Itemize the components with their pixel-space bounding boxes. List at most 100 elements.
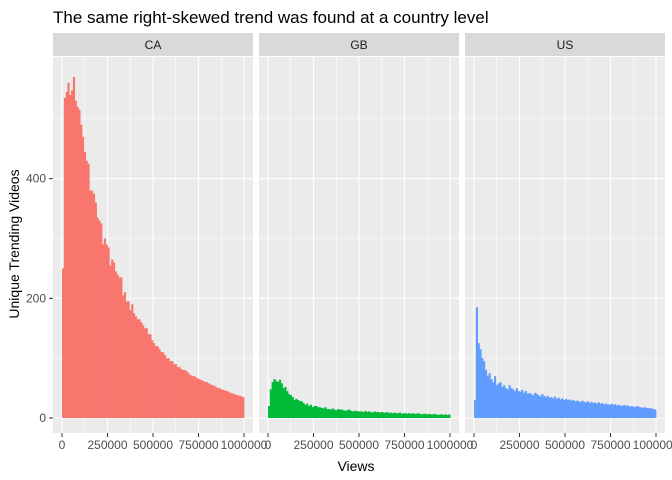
histogram-bar xyxy=(568,399,571,418)
histogram-bar xyxy=(541,394,544,418)
histogram-bar xyxy=(530,394,533,418)
x-tick-label: 0 xyxy=(471,438,478,452)
histogram-bar xyxy=(366,412,369,418)
histogram-bar xyxy=(506,389,509,418)
histogram-bar xyxy=(399,412,402,418)
histogram-bar xyxy=(592,403,595,418)
histogram-bar xyxy=(282,388,285,418)
histogram-bar xyxy=(100,223,103,418)
histogram-bar xyxy=(539,396,542,418)
histogram-bar xyxy=(626,405,630,418)
histogram-bar xyxy=(650,408,653,418)
histogram-bar xyxy=(351,411,354,418)
x-tick-label: 750000 xyxy=(384,438,424,452)
histogram-bar xyxy=(205,382,208,418)
histogram-bar xyxy=(92,193,96,418)
histogram-bar xyxy=(364,410,367,418)
histogram-bar xyxy=(440,414,444,418)
histogram-bar xyxy=(585,402,588,418)
histogram-bar xyxy=(492,382,495,418)
histogram-bar xyxy=(415,413,418,418)
histogram-bar xyxy=(326,409,329,418)
histogram-bar xyxy=(269,389,272,418)
histogram-bar xyxy=(379,412,382,418)
histogram-bar xyxy=(278,379,282,418)
histogram-bar xyxy=(234,394,238,418)
histogram-bar xyxy=(621,406,624,418)
histogram-bar xyxy=(632,406,635,418)
histogram-bar xyxy=(608,404,611,418)
facet-strip xyxy=(259,33,459,56)
histogram-bar xyxy=(428,413,431,418)
histogram-bar xyxy=(149,334,152,418)
histogram-bar xyxy=(565,398,568,418)
histogram-bar xyxy=(488,373,491,418)
histogram-bar xyxy=(300,401,303,418)
histogram-bar xyxy=(338,409,342,418)
histogram-bar xyxy=(162,352,165,418)
histogram-bar xyxy=(521,389,524,418)
histogram-bar xyxy=(311,407,314,418)
histogram-bar xyxy=(295,398,298,418)
histogram-bar xyxy=(404,413,407,418)
histogram-bar xyxy=(635,406,639,418)
x-tick-label: 250000 xyxy=(87,438,127,452)
histogram-bar xyxy=(391,413,394,418)
histogram-bar xyxy=(605,403,608,418)
histogram-bar xyxy=(377,412,380,418)
histogram-bar xyxy=(484,370,488,418)
histogram-bar xyxy=(524,391,528,418)
histogram-bar xyxy=(515,388,519,418)
x-tick-label: 750000 xyxy=(590,438,630,452)
histogram-bar xyxy=(344,410,347,418)
histogram-bar xyxy=(411,413,414,418)
histogram-bar xyxy=(94,202,97,418)
histogram-bar xyxy=(477,343,480,418)
y-tick-label: 200 xyxy=(26,291,46,305)
histogram-bar xyxy=(510,388,513,418)
facet-panel-ca: CA 0 250000 500000 750000 1000000 xyxy=(53,33,268,452)
histogram-bar xyxy=(494,376,497,418)
histogram-bar xyxy=(236,395,239,418)
histogram-bar xyxy=(313,406,316,418)
histogram-bar xyxy=(534,392,537,418)
histogram-bar xyxy=(420,414,424,418)
histogram-bar xyxy=(109,265,112,418)
histogram-bar xyxy=(194,377,198,418)
histogram-bar xyxy=(386,412,389,418)
histogram-bar xyxy=(143,328,147,418)
histogram-bar xyxy=(275,380,278,418)
histogram-bar xyxy=(78,109,81,418)
facet-strip xyxy=(53,33,253,56)
histogram-bar xyxy=(129,310,132,418)
histogram-bar xyxy=(198,379,201,418)
histogram-bar xyxy=(315,406,318,418)
histogram-bar xyxy=(289,395,293,418)
histogram-bar xyxy=(89,190,92,418)
histogram-bar xyxy=(389,412,393,418)
histogram-bar xyxy=(214,386,218,418)
chart-title: The same right-skewed trend was found at… xyxy=(53,8,489,27)
x-tick-label: 250000 xyxy=(293,438,333,452)
histogram-bar xyxy=(174,364,178,418)
histogram-bar xyxy=(69,94,72,419)
histogram-bar xyxy=(83,151,87,418)
y-axis-title: Unique Trending Videos xyxy=(6,169,22,318)
facet-label: CA xyxy=(145,38,162,52)
histogram-bar xyxy=(433,413,436,418)
histogram-bar xyxy=(625,406,628,418)
histogram-bar xyxy=(355,410,358,418)
histogram-bar xyxy=(368,411,371,418)
histogram-bar xyxy=(610,403,613,418)
histogram-bar xyxy=(185,371,188,418)
histogram-bar xyxy=(337,409,340,418)
histogram-bar xyxy=(550,397,553,418)
histogram-bar xyxy=(395,413,398,418)
histogram-bar xyxy=(630,406,633,418)
facet-label: GB xyxy=(350,38,367,52)
histogram-bar xyxy=(138,319,141,418)
histogram-bar xyxy=(486,376,489,418)
histogram-bar xyxy=(328,409,331,418)
histogram-bar xyxy=(158,349,161,418)
